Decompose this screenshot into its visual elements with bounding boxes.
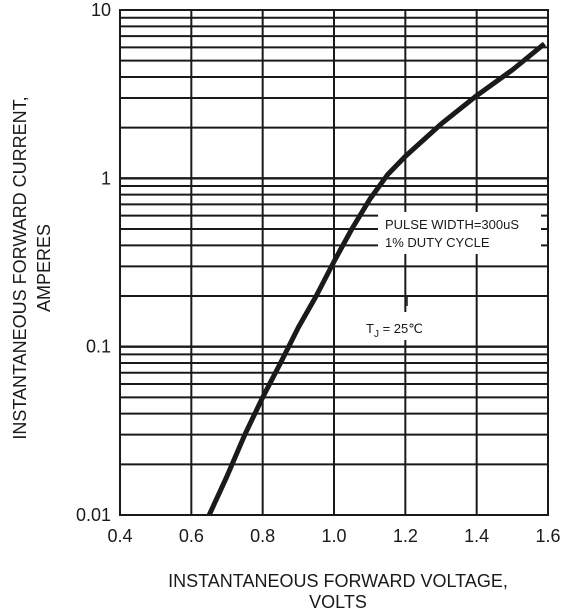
tj-value: = 25℃ [379, 321, 423, 336]
tj-symbol: T [366, 321, 374, 336]
y-tick-label: 10 [91, 0, 111, 20]
y-tick-labels: 0.01 0.1 1 10 [76, 0, 111, 525]
duty-cycle-note: 1% DUTY CYCLE [385, 235, 490, 250]
forward-current-curve [206, 41, 546, 517]
tj-annotation: TJ = 25℃ [362, 296, 454, 340]
y-tick-label: 1 [101, 168, 111, 188]
x-tick-label: 1.2 [393, 526, 418, 546]
x-tick-label: 0.8 [250, 526, 275, 546]
plot-frame [119, 9, 549, 516]
y-axis-title-line-2: AMPERES [34, 224, 54, 312]
pulse-annotation-mask [378, 212, 541, 254]
pulse-annotation: PULSE WIDTH=300uS 1% DUTY CYCLE [378, 212, 541, 254]
x-tick-label: 1.6 [535, 526, 560, 546]
tj-subscript: J [374, 329, 379, 340]
x-tick-label: 0.4 [107, 526, 132, 546]
tj-annotation-mask [362, 312, 454, 340]
x-tick-label: 0.6 [179, 526, 204, 546]
y-tick-label: 0.1 [86, 337, 111, 357]
y-axis-title: INSTANTANEOUS FORWARD CURRENT, AMPERES [10, 96, 54, 439]
x-tick-label: 1.0 [321, 526, 346, 546]
x-axis-title: INSTANTANEOUS FORWARD VOLTAGE, VOLTS [168, 571, 508, 612]
x-tick-label: 1.4 [464, 526, 489, 546]
x-axis-title-line-1: INSTANTANEOUS FORWARD VOLTAGE, [168, 571, 508, 591]
pulse-width-note: PULSE WIDTH=300uS [385, 217, 519, 232]
y-axis-title-line-1: INSTANTANEOUS FORWARD CURRENT, [10, 96, 30, 439]
x-axis-title-line-2: VOLTS [309, 592, 367, 612]
y-tick-label: 0.01 [76, 505, 111, 525]
x-tick-labels: 0.4 0.6 0.8 1.0 1.2 1.4 1.6 [107, 526, 560, 546]
grid [120, 10, 548, 515]
tj-note: TJ = 25℃ [366, 321, 423, 340]
